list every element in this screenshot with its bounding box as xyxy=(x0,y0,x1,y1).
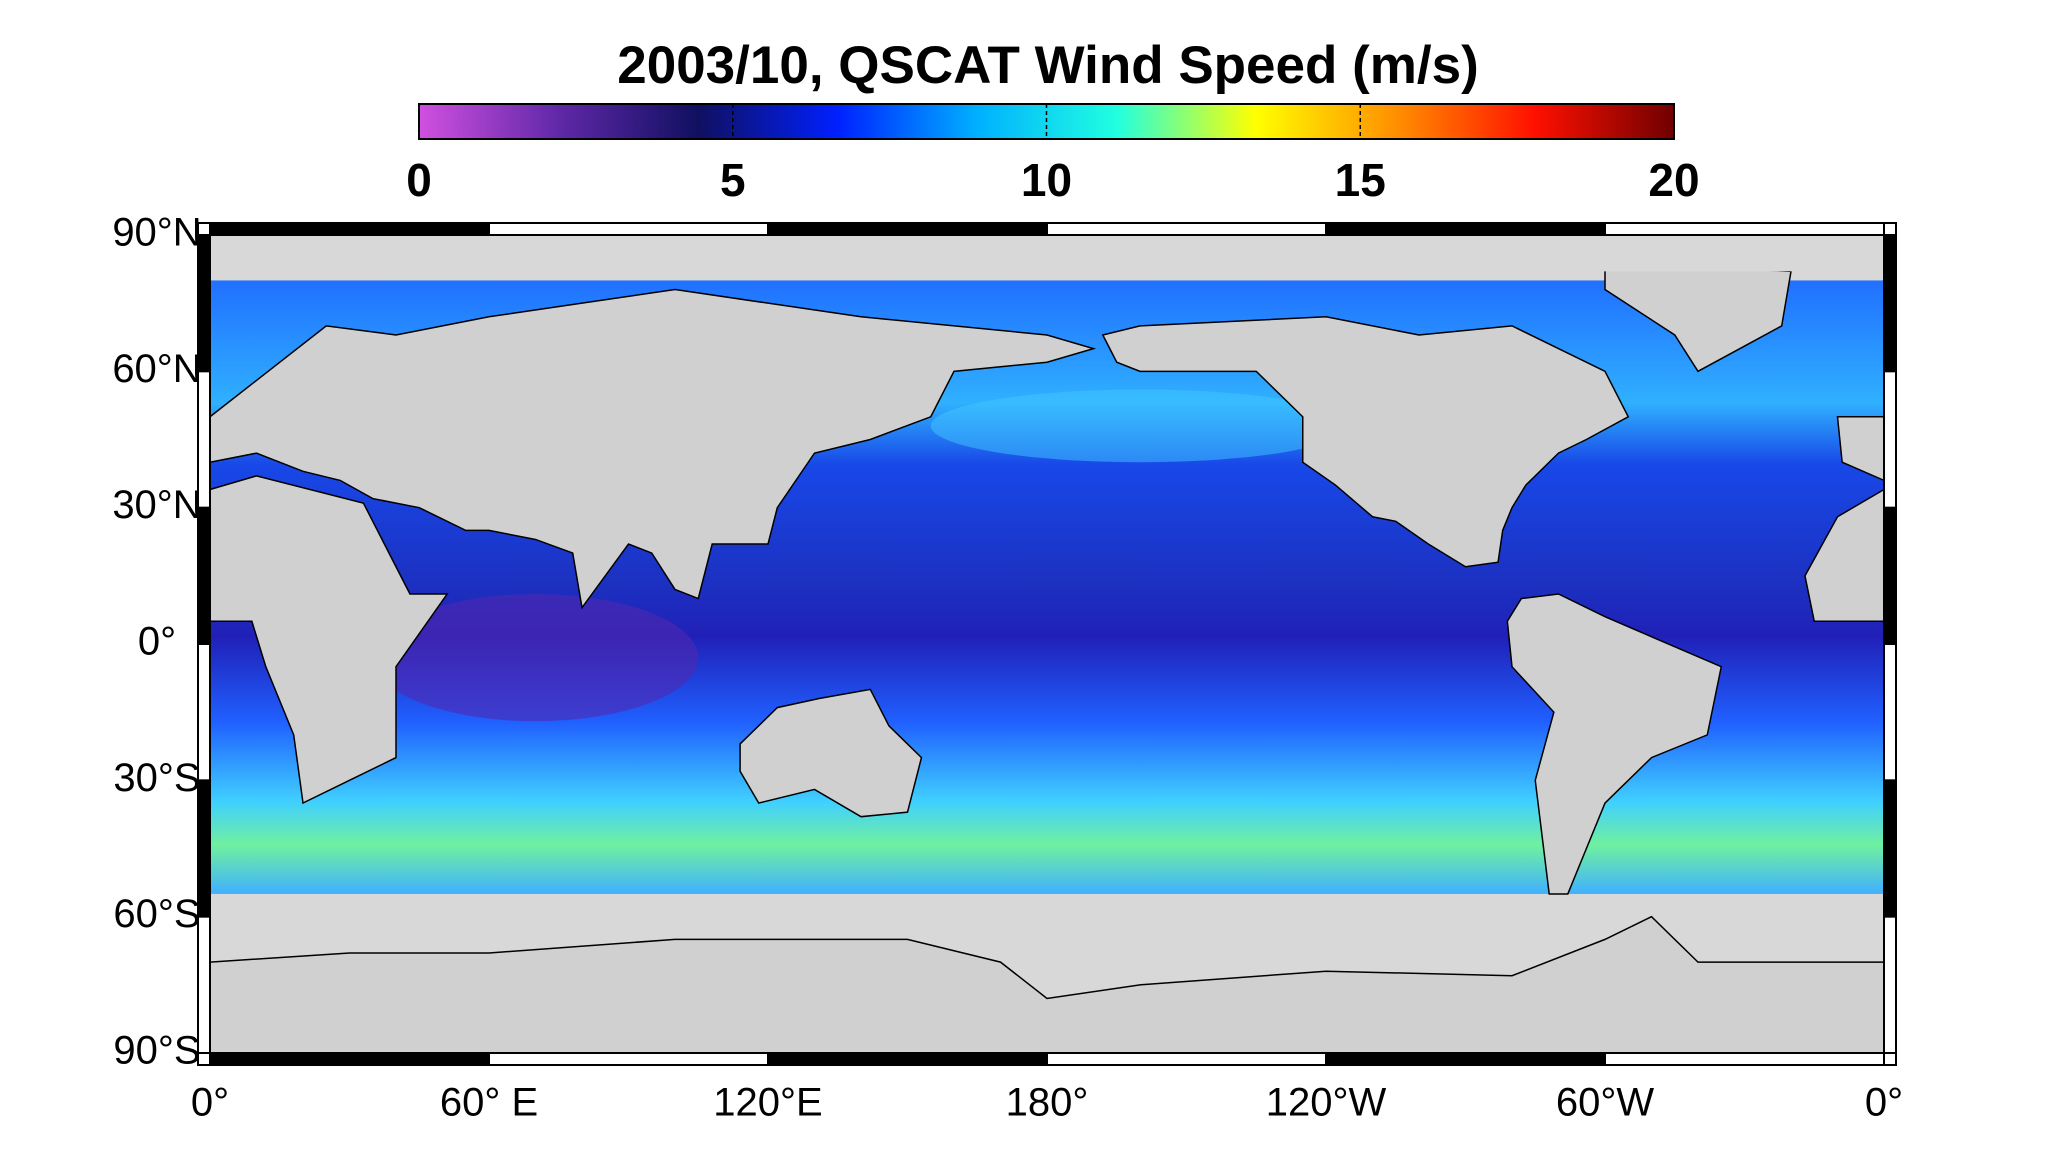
windy-region xyxy=(930,389,1350,463)
x-tick-label: 120°E xyxy=(713,1081,822,1125)
y-tick-label: 90°S xyxy=(113,1029,200,1073)
eurasia xyxy=(210,290,1094,608)
africa xyxy=(210,476,447,803)
y-tick-label: 90°N xyxy=(112,211,201,255)
frame-segment xyxy=(1884,780,1896,917)
australia xyxy=(740,689,921,816)
south-america xyxy=(1507,594,1721,894)
polar-ice xyxy=(210,235,1884,272)
frame-segment xyxy=(210,223,489,235)
frame-segment xyxy=(198,780,210,917)
colorbar-tick-label: 10 xyxy=(1021,154,1072,206)
x-tick-label: 60°W xyxy=(1556,1081,1654,1125)
y-tick-label: 30°S xyxy=(113,756,200,800)
geography xyxy=(210,235,1884,1053)
frame-segment xyxy=(210,1053,489,1065)
frame-segment xyxy=(198,507,210,644)
x-tick-label: 180° xyxy=(1006,1081,1089,1125)
colorbar-tick-label: 15 xyxy=(1335,154,1386,206)
frame-segment xyxy=(768,223,1047,235)
colorbar-tick-label: 20 xyxy=(1648,154,1699,206)
title: 2003/10, QSCAT Wind Speed (m/s) xyxy=(617,36,1478,95)
colorbar-tick-label: 5 xyxy=(720,154,746,206)
frame-segment xyxy=(768,1053,1047,1065)
colorbar-tick-label: 0 xyxy=(406,154,432,206)
frame-segment xyxy=(1326,223,1605,235)
frame-segment xyxy=(1884,507,1896,644)
x-tick-label: 0° xyxy=(191,1081,229,1125)
frame-segment xyxy=(1326,1053,1605,1065)
map xyxy=(197,222,1897,1066)
y-tick-label: 60°S xyxy=(113,892,200,936)
north-america xyxy=(1103,317,1628,567)
x-tick-label: 60° E xyxy=(440,1081,538,1125)
y-tick-label: 60°N xyxy=(112,347,201,391)
frame-segment xyxy=(198,235,210,372)
y-tick-label: 30°N xyxy=(112,483,201,527)
calm-region xyxy=(372,594,699,722)
frame-segment xyxy=(1884,235,1896,372)
x-tick-label: 0° xyxy=(1865,1081,1903,1125)
y-tick-label: 0° xyxy=(138,620,176,664)
x-tick-label: 120°W xyxy=(1266,1081,1387,1125)
